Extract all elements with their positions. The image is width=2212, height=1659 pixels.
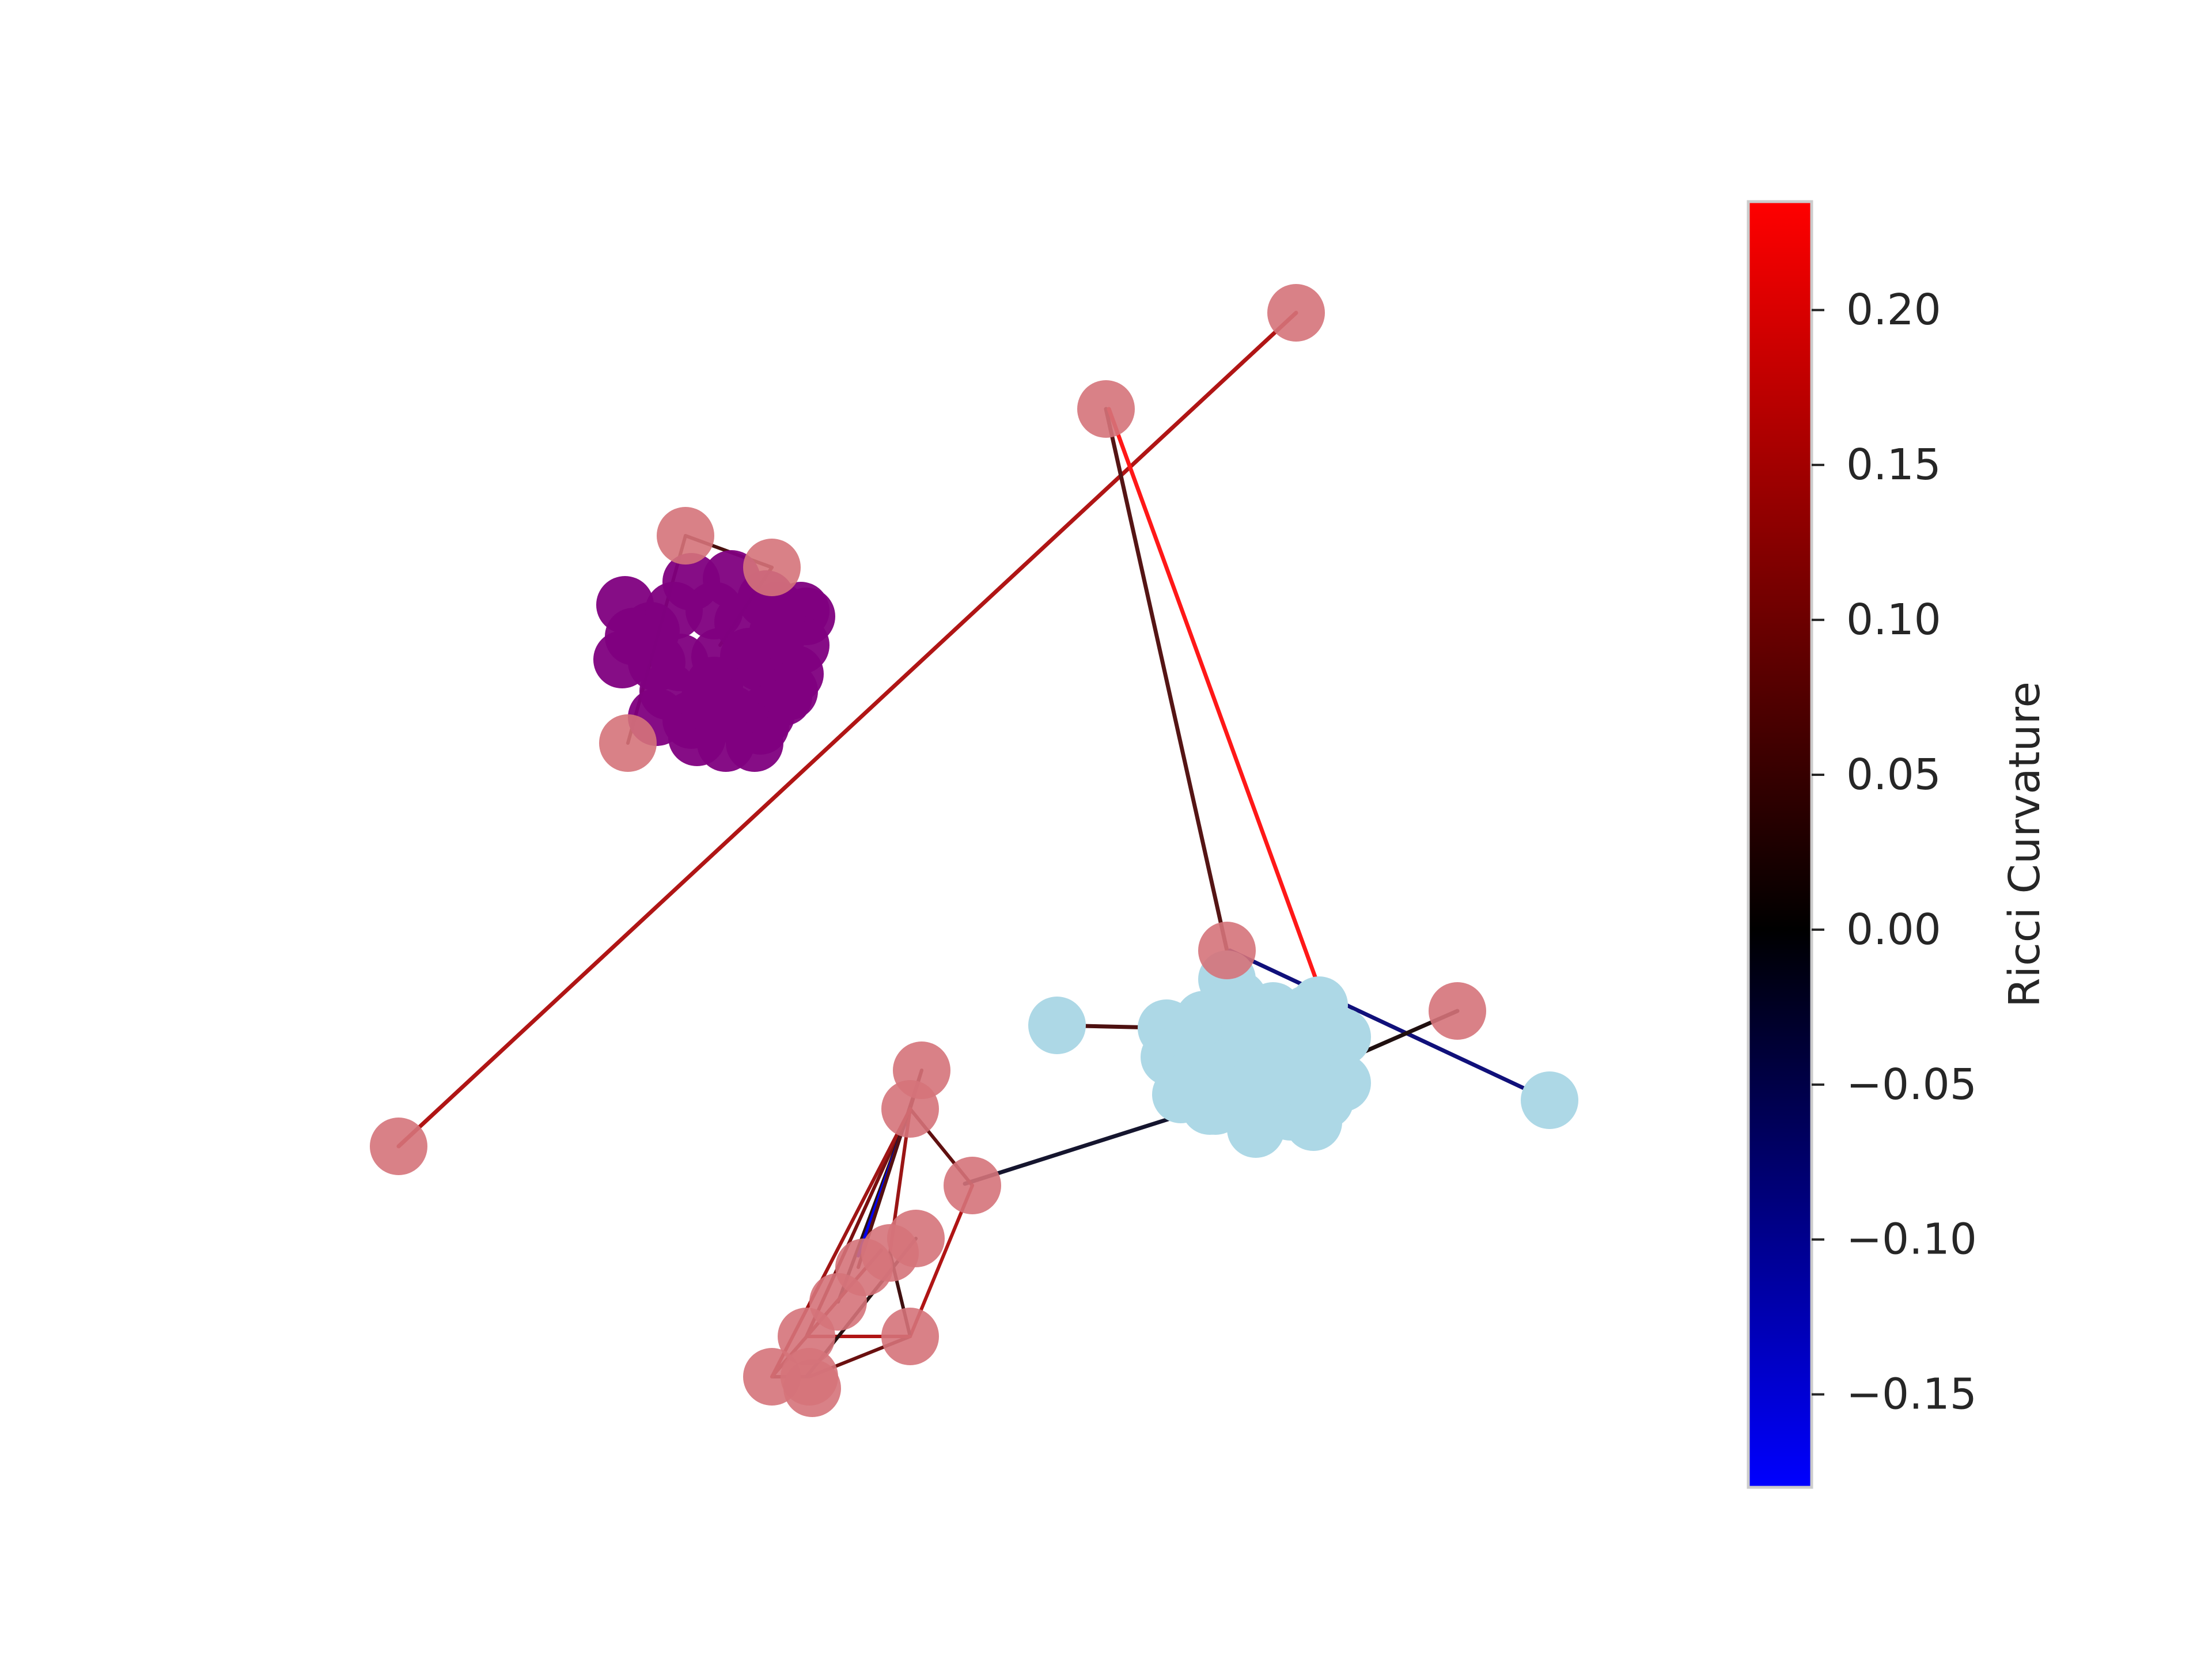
colorbar-tick-label: −0.10 xyxy=(1846,1215,1977,1264)
pink-node xyxy=(881,1080,939,1138)
colorbar-tick-label: −0.05 xyxy=(1846,1060,1977,1109)
pink-node xyxy=(1429,982,1486,1040)
lightblue-node xyxy=(1175,991,1233,1048)
colorbar-tick-label: 0.10 xyxy=(1846,595,1941,645)
pink-node xyxy=(1198,922,1256,979)
pink-node xyxy=(743,539,801,596)
colorbar-tick-label: 0.00 xyxy=(1846,905,1941,955)
colorbar-label: Ricci Curvature xyxy=(2000,681,2050,1007)
purple-node xyxy=(737,685,795,743)
pink-node xyxy=(1267,284,1325,342)
pink-node xyxy=(783,1359,841,1417)
pink-node xyxy=(657,507,714,565)
pink-node xyxy=(887,1210,945,1267)
purple-node xyxy=(651,634,709,691)
graph-edge xyxy=(1228,948,1552,1103)
colorbar-tick-label: 0.20 xyxy=(1846,285,1941,335)
colorbar-tick-label: 0.05 xyxy=(1846,750,1941,800)
graph-edge xyxy=(396,310,1298,1149)
lightblue-node xyxy=(1521,1071,1578,1129)
graph-nodes xyxy=(370,284,1578,1417)
lightblue-node xyxy=(1233,1048,1290,1106)
pink-node xyxy=(599,714,657,772)
pink-node xyxy=(944,1157,1001,1214)
graph-edge xyxy=(1104,407,1229,953)
colorbar-tick-label: 0.15 xyxy=(1846,440,1941,490)
purple-node xyxy=(720,628,778,685)
pink-node xyxy=(370,1118,427,1175)
purple-node xyxy=(680,674,737,732)
lightblue-node xyxy=(1028,997,1086,1054)
graph-edge xyxy=(1107,407,1321,990)
colorbar: 0.20 0.15 0.10 0.05 0.00 −0.05 −0.10 −0.15 Ricc… xyxy=(1747,200,2050,1489)
lightblue-node xyxy=(1227,1100,1285,1158)
colorbar-gradient xyxy=(1747,200,1813,1489)
pink-node xyxy=(881,1308,939,1365)
colorbar-ticks: 0.20 0.15 0.10 0.05 0.00 −0.05 −0.10 −0.15 xyxy=(1812,285,1977,1419)
colorbar-tick-label: −0.15 xyxy=(1846,1370,1977,1419)
lightblue-node xyxy=(1285,1093,1342,1151)
pink-node xyxy=(1077,380,1135,438)
purple-node xyxy=(645,582,703,639)
purple-node xyxy=(749,582,806,639)
